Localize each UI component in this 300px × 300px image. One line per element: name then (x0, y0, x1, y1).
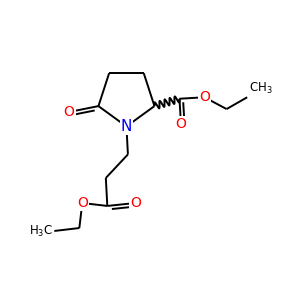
Text: H$_3$C: H$_3$C (29, 224, 53, 238)
Text: O: O (77, 196, 88, 210)
Text: N: N (121, 119, 132, 134)
Text: CH$_3$: CH$_3$ (249, 81, 272, 96)
Text: O: O (176, 117, 186, 131)
Text: O: O (199, 90, 210, 104)
Text: O: O (130, 196, 141, 210)
Text: O: O (64, 105, 74, 119)
